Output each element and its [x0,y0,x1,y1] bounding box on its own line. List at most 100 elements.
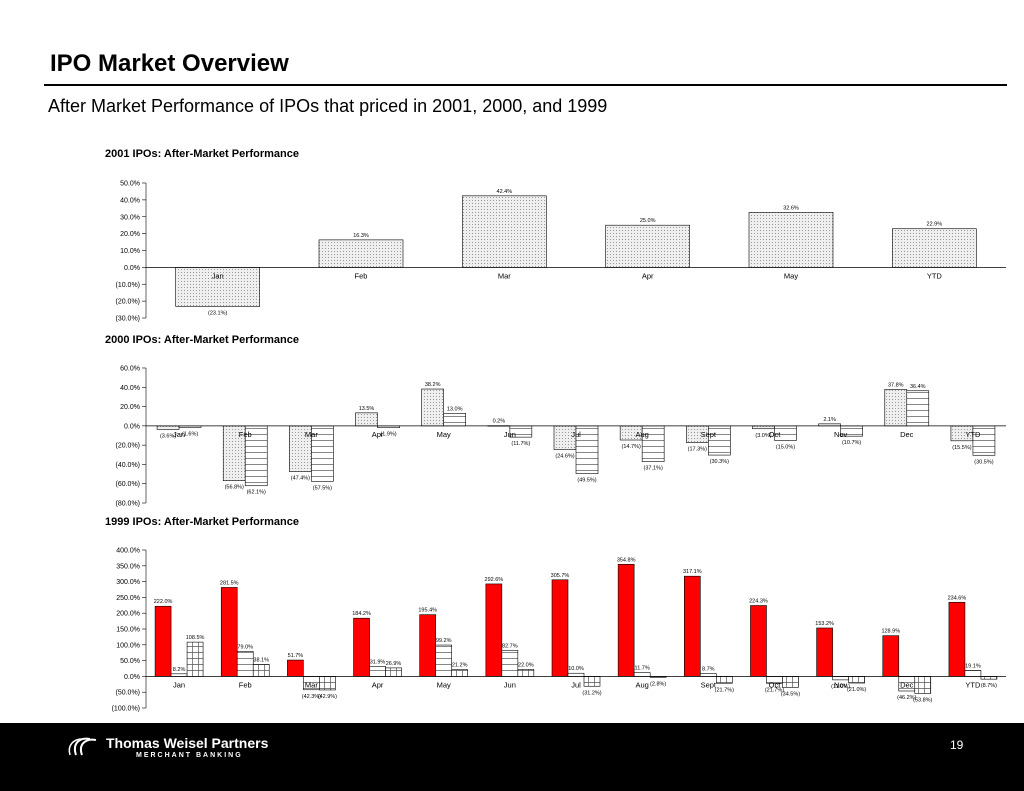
data-label: 38.2% [425,382,441,388]
bar [684,575,701,677]
bar [567,672,585,677]
category-label: Apr [642,271,654,280]
bar [485,583,503,677]
bar [421,388,444,427]
bar [462,195,547,268]
data-label: 37.8% [888,382,904,388]
bar [443,413,466,427]
y-tick-label: (100.0%) [112,706,140,713]
bar [605,224,690,268]
bar [551,579,569,677]
category-label: Aug [635,430,648,439]
y-tick-label: (20.0%) [115,443,140,450]
data-label: 305.7% [551,573,570,579]
bar [980,676,998,680]
bar [353,617,370,677]
data-label: (42.9%) [318,694,337,700]
category-label: Aug [635,680,648,689]
bar [884,389,908,427]
data-label: (47.4%) [291,476,310,482]
y-tick-label: 40.0% [120,197,140,204]
category-label: Feb [239,430,252,439]
data-label: 153.2% [815,621,834,627]
bar [186,641,204,677]
bar [716,676,733,684]
category-label: May [784,271,798,280]
data-label: (11.0%) [831,684,850,690]
data-label: 82.7% [502,643,518,649]
bar [451,669,468,677]
y-tick-label: 20.0% [120,404,140,411]
y-tick-label: 10.0% [120,248,140,255]
page-subtitle: After Market Performance of IPOs that pr… [48,96,608,116]
data-label: 128.9% [881,629,900,635]
category-label: Oct [769,680,782,689]
category-label: Nov [834,430,848,439]
data-label: 32.6% [783,205,799,211]
chart-2000: 60.0% 40.0% 20.0% 0.0% (20.0%) (40.0%) (60.0%)… [115,366,1006,508]
data-label: 10.0% [568,666,584,672]
company-tagline: MERCHANT BANKING [136,752,243,759]
data-label: 317.1% [683,569,702,575]
page-number: 19 [950,738,964,752]
y-tick-label: (20.0%) [115,299,140,306]
y-tick-label: 30.0% [120,214,140,221]
data-label: 31.9% [370,659,386,665]
data-label: (17.3%) [688,447,707,453]
data-label: 0.2% [493,419,506,425]
y-tick-label: 0.0% [124,423,140,430]
category-label: Jun [504,680,516,689]
data-label: (57.5%) [313,485,332,491]
category-label: Feb [239,680,252,689]
bar [700,673,717,677]
data-label: 22.0% [518,662,534,668]
chart-2001: 50.0% 40.0% 30.0% 20.0% 10.0% 0.0% (10.0%) (20.… [115,181,1006,323]
bar [583,676,601,687]
chart-1999-title: 1999 IPOs: After-Market Performance [105,516,300,528]
bar [752,425,775,430]
bar [220,587,238,677]
data-label: 51.7% [288,653,304,659]
chart-2001-title: 2001 IPOs: After-Market Performance [105,148,300,160]
category-label: Mar [305,430,318,439]
category-label: Apr [372,430,384,439]
data-label: 38.1% [253,657,269,663]
page-title: IPO Market Overview [50,50,289,77]
chart-1999: 400.0% 350.0% 300.0% 250.0% 200.0% 150.0% 100.… [112,548,1006,713]
data-label: (46.2%) [897,695,916,701]
data-label: (31.2%) [582,690,601,696]
data-label: 2.1% [823,417,836,423]
data-label: (10.7%) [842,440,861,446]
data-label: (21.0%) [847,687,866,693]
bar [882,635,900,677]
bar [617,563,635,677]
bar [156,425,180,430]
category-label: Feb [355,271,368,280]
data-label: (3.0%) [755,433,771,439]
bar [848,676,865,684]
y-tick-label: 300.0% [116,579,140,586]
company-logo-icon [68,737,97,756]
footer-bar [0,723,1024,791]
bar [906,390,930,427]
category-label: Jan [173,680,185,689]
data-label: (8.7%) [981,683,997,689]
category-label: Mar [305,680,318,689]
y-tick-label: 0.0% [124,265,140,272]
company-name: Thomas Weisel Partners [106,735,269,751]
bar [816,627,833,677]
y-tick-label: 100.0% [116,642,140,649]
data-label: 354.8% [617,557,636,563]
data-label: (1.9%) [380,432,396,438]
y-tick-label: 50.0% [120,658,140,665]
bar [385,667,402,677]
data-label: 26.9% [386,661,402,667]
y-tick-label: 20.0% [120,231,140,238]
bar [154,605,172,677]
bar [501,649,519,677]
y-tick-label: (10.0%) [115,282,140,289]
category-label: Sept [701,680,717,689]
category-label: May [437,430,451,439]
category-label: Dec [900,430,914,439]
data-label: (53.8%) [913,697,932,703]
